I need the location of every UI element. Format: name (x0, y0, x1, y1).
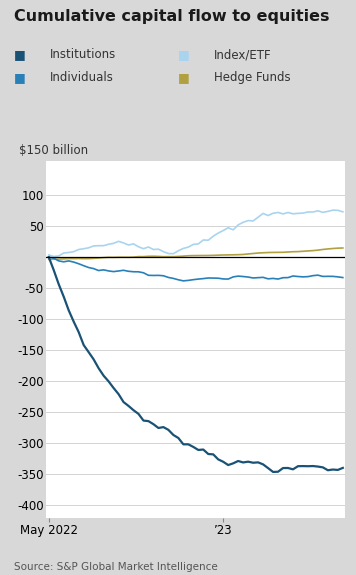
Text: Hedge Funds: Hedge Funds (214, 71, 290, 84)
Text: Individuals: Individuals (50, 71, 114, 84)
Text: ■: ■ (178, 71, 190, 84)
Text: Institutions: Institutions (50, 48, 116, 61)
Text: ■: ■ (14, 48, 26, 61)
Text: Source: S&P Global Market Intelligence: Source: S&P Global Market Intelligence (14, 562, 218, 572)
Text: $150 billion: $150 billion (19, 144, 89, 157)
Text: Cumulative capital flow to equities: Cumulative capital flow to equities (14, 9, 330, 24)
Text: ■: ■ (178, 48, 190, 61)
Text: ■: ■ (14, 71, 26, 84)
Text: Index/ETF: Index/ETF (214, 48, 271, 61)
